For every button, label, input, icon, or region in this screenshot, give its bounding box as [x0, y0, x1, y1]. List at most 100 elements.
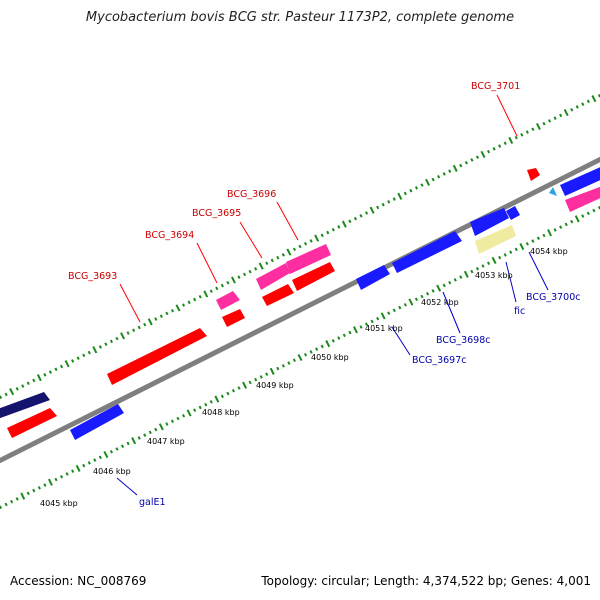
- minor-tick: [581, 102, 585, 106]
- minor-tick: [475, 155, 479, 159]
- gene-label-bcg-3697c[interactable]: BCG_3697c: [412, 355, 467, 366]
- gene-label-bcg-3694[interactable]: BCG_3694: [145, 230, 194, 241]
- gene-bcg-3696b[interactable]: [292, 262, 335, 291]
- minor-tick: [109, 339, 113, 344]
- minor-tick: [198, 405, 202, 410]
- major-tick: [286, 248, 292, 256]
- minor-tick: [481, 264, 485, 268]
- minor-tick: [265, 261, 269, 266]
- gene-upper-navy[interactable]: [0, 392, 50, 420]
- gene-upper-blue-right[interactable]: [560, 165, 600, 196]
- minor-tick: [276, 255, 280, 260]
- major-tick: [463, 270, 469, 278]
- minor-tick: [420, 183, 424, 187]
- gene-label-bcg-3698c[interactable]: BCG_3698c: [436, 335, 491, 346]
- minor-tick: [525, 130, 529, 134]
- minor-tick: [15, 497, 19, 501]
- gene-bcg-3694[interactable]: [216, 291, 240, 310]
- minor-tick: [98, 455, 102, 460]
- gene-label-bcg-3696[interactable]: BCG_3696: [227, 189, 276, 200]
- minor-tick: [315, 347, 319, 351]
- minor-tick: [254, 377, 258, 382]
- gene-label-bcg-3700c[interactable]: BCG_3700c: [526, 292, 581, 303]
- minor-tick: [364, 322, 369, 327]
- gene-label-bcg-3693[interactable]: BCG_3693: [68, 271, 117, 282]
- minor-tick: [331, 339, 335, 343]
- leader-bcg-3693: [119, 283, 141, 323]
- major-tick: [269, 367, 275, 375]
- gene-bcg-3701[interactable]: [527, 168, 540, 181]
- scale-label: 4047 kbp: [147, 437, 185, 446]
- leader-bcg-3700c: [528, 251, 549, 291]
- minor-tick: [276, 366, 280, 371]
- minor-tick: [459, 275, 463, 279]
- scale-label: 4052 kbp: [421, 298, 459, 307]
- minor-tick: [109, 449, 114, 454]
- minor-tick: [126, 331, 130, 335]
- minor-tick: [65, 472, 69, 476]
- gene-cyan-marker[interactable]: [549, 187, 557, 196]
- gene-label-fic[interactable]: fic: [514, 306, 525, 317]
- gene-label-bcg-3695[interactable]: BCG_3695: [192, 208, 241, 219]
- minor-tick: [220, 394, 224, 399]
- minor-tick: [442, 172, 446, 176]
- major-tick: [147, 318, 153, 326]
- gene-upper-pink-right[interactable]: [565, 185, 600, 212]
- scale-label: 4049 kbp: [256, 381, 294, 390]
- minor-tick: [581, 214, 585, 218]
- minor-tick: [403, 303, 407, 307]
- gene-bcg-3696[interactable]: [286, 244, 331, 274]
- minor-tick: [337, 336, 341, 340]
- gene-label-bcg-3701[interactable]: BCG_3701: [471, 81, 520, 92]
- minor-tick: [448, 280, 452, 285]
- minor-tick: [542, 121, 546, 126]
- minor-tick: [464, 160, 468, 165]
- minor-tick: [559, 113, 563, 118]
- minor-tick: [342, 333, 346, 338]
- genome-summary-text: Topology: circular; Length: 4,374,522 bp…: [261, 574, 591, 588]
- minor-tick: [170, 308, 174, 313]
- minor-tick: [531, 127, 535, 132]
- minor-tick: [270, 258, 274, 263]
- minor-tick: [237, 386, 241, 390]
- major-tick: [64, 360, 70, 368]
- minor-tick: [170, 419, 175, 424]
- gene-bcg-3698c[interactable]: [392, 231, 462, 273]
- major-tick: [452, 164, 458, 172]
- minor-tick: [204, 402, 208, 407]
- minor-tick: [187, 300, 191, 305]
- major-tick: [186, 409, 192, 417]
- minor-tick: [503, 141, 507, 146]
- gene-bcg-3694b[interactable]: [222, 309, 245, 327]
- minor-tick: [165, 311, 169, 316]
- gene-fic[interactable]: [470, 208, 509, 236]
- gene-galE1[interactable]: [70, 404, 124, 440]
- minor-tick: [215, 286, 219, 291]
- gene-bcg-3700c[interactable]: [475, 225, 516, 254]
- gene-label-galE1[interactable]: galE1: [139, 497, 166, 508]
- minor-tick: [486, 261, 491, 266]
- major-tick: [408, 298, 414, 306]
- major-tick: [314, 234, 320, 242]
- minor-tick: [76, 356, 80, 360]
- gene-fic-small[interactable]: [506, 206, 520, 220]
- minor-tick: [226, 280, 230, 285]
- minor-tick: [498, 144, 502, 148]
- gene-bcg-3695[interactable]: [256, 263, 290, 290]
- major-tick: [353, 326, 358, 334]
- minor-tick: [431, 177, 435, 182]
- minor-tick: [575, 105, 579, 109]
- minor-tick: [220, 283, 224, 288]
- gene-bcg-3693[interactable]: [107, 328, 207, 385]
- inner-tick-row: [0, 205, 600, 510]
- minor-tick: [392, 308, 396, 313]
- gene-bcg-a[interactable]: [7, 408, 57, 438]
- major-tick: [131, 437, 137, 445]
- gene-bcg-3697c[interactable]: [356, 265, 390, 290]
- major-tick: [380, 312, 386, 320]
- leader-bcg-3695: [239, 221, 263, 259]
- major-tick: [508, 136, 514, 145]
- minor-tick: [309, 350, 313, 354]
- gene-bcg-3695b[interactable]: [262, 284, 294, 306]
